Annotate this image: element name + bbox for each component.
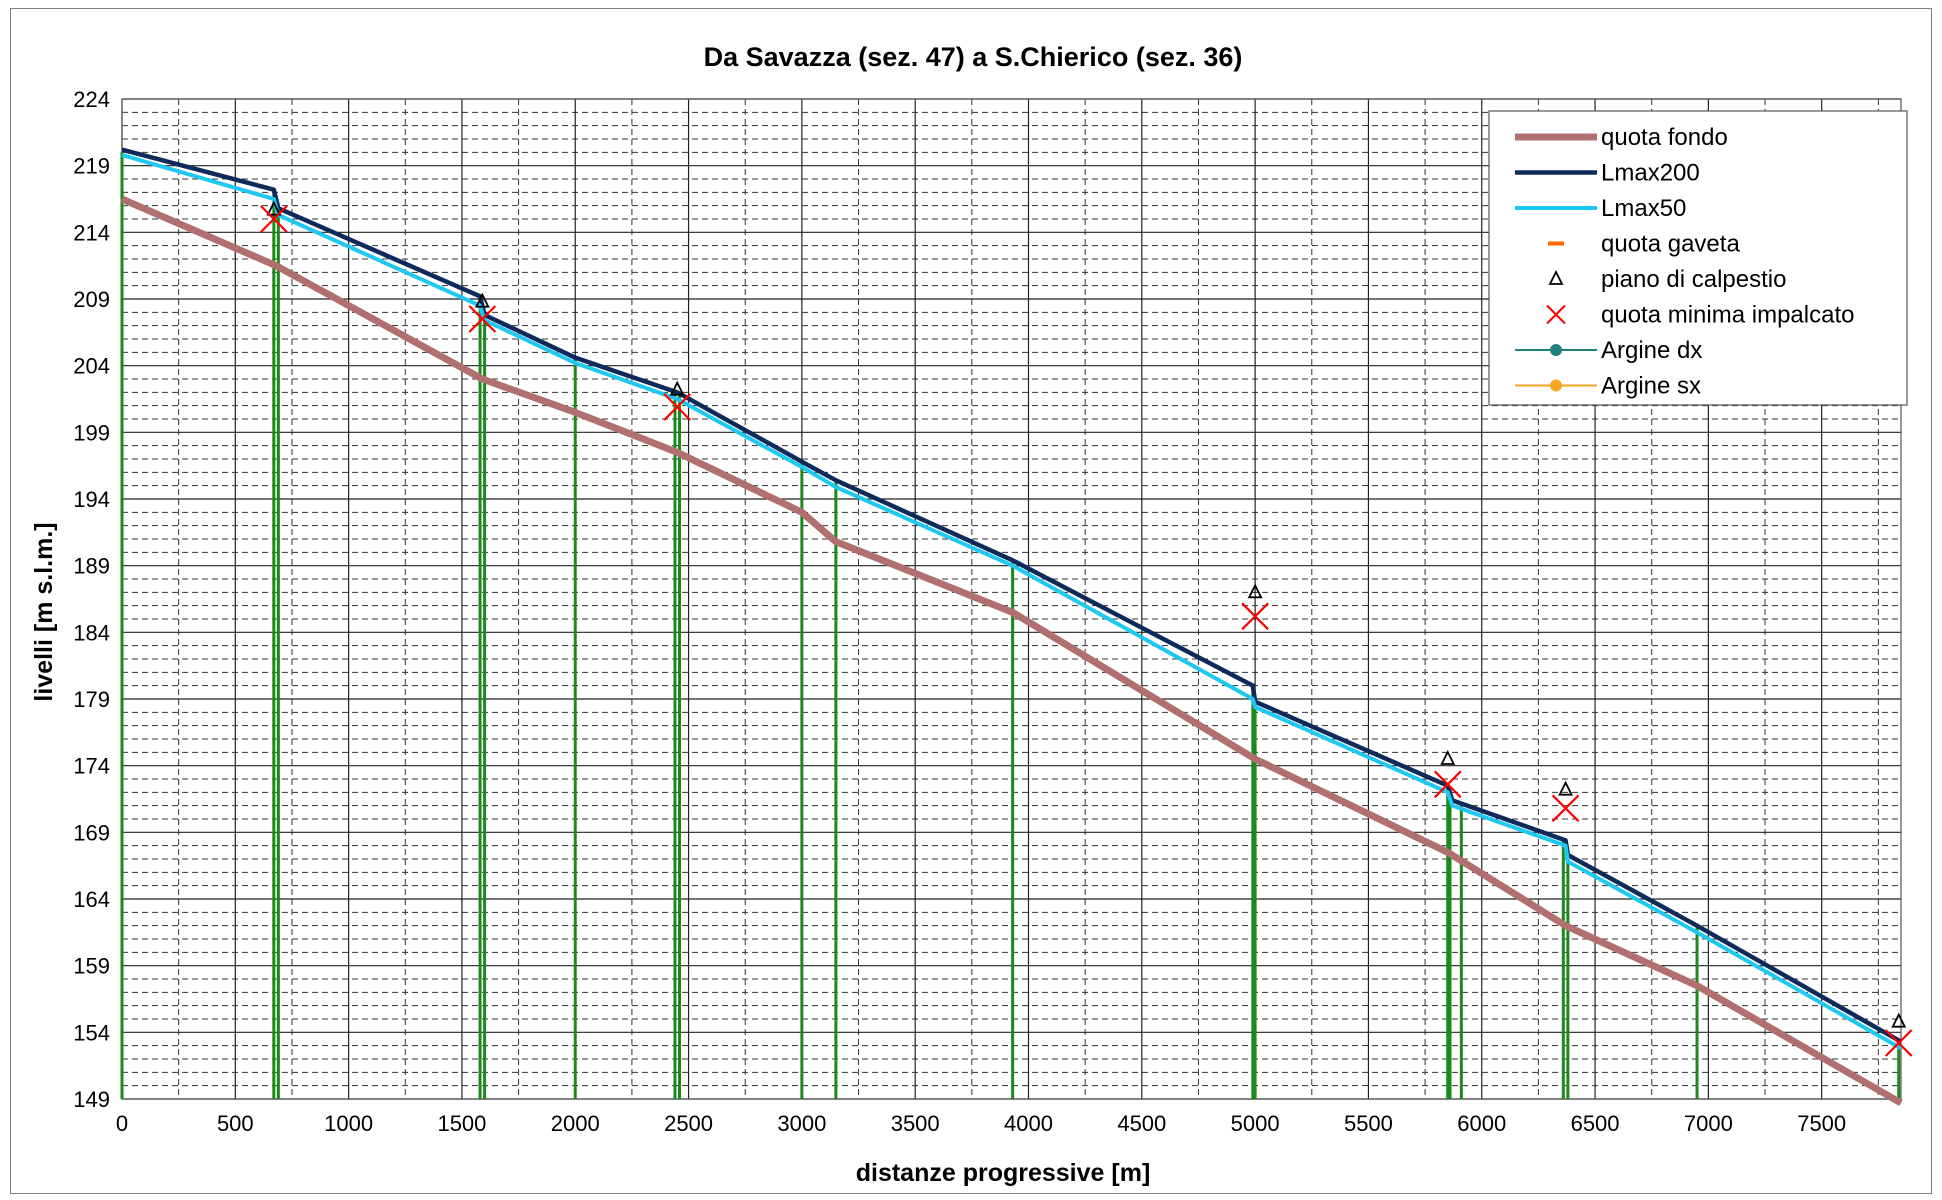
legend-label-quota-gaveta: quota gaveta (1601, 231, 1740, 258)
x-tick-label: 5000 (1231, 1111, 1280, 1136)
y-tick-label: 224 (73, 87, 110, 112)
legend-label-argine-dx: Argine dx (1601, 337, 1702, 364)
profile-chart: 0 500 1000 1500 2000 2500 3000 3500 4000 4500 5000… (30, 42, 1913, 1187)
y-tick-label: 189 (73, 554, 110, 579)
triangle-marker (266, 200, 282, 216)
y-axis-ticks: 224 219 214 209 204 199 194 189 184 179 174 169 164 1… (73, 87, 110, 1112)
legend-swatch-dot-argine-sx (1550, 379, 1562, 392)
series-group (120, 147, 1903, 1107)
chart-frame: 0 500 1000 1500 2000 2500 3000 3500 4000 4500 5000… (10, 8, 1932, 1194)
legend-label-lmax50: Lmax50 (1601, 195, 1686, 222)
legend-label-quota-fondo: quota fondo (1601, 124, 1728, 151)
x-tick-label: 1500 (437, 1111, 486, 1136)
section-lines (120, 152, 1901, 1099)
x-marker (1884, 1029, 1913, 1057)
legend: quota fondo Lmax200 Lmax50 quota gaveta pian… (1488, 110, 1908, 406)
y-tick-label: 214 (73, 220, 110, 245)
x-tick-label: 1000 (324, 1111, 373, 1136)
x-tick-label: 3000 (777, 1111, 826, 1136)
series-line-lmax200 (121, 147, 1903, 1044)
x-tick-label: 5500 (1344, 1111, 1393, 1136)
legend-label-lmax200: Lmax200 (1601, 160, 1700, 187)
series-line-lmax50 (121, 153, 1902, 1051)
triangle-marker (1247, 583, 1263, 599)
x-marker (1241, 602, 1269, 631)
x-tick-label: 7500 (1797, 1111, 1846, 1136)
y-tick-label: 164 (73, 887, 110, 912)
x-marker-stroke (1551, 794, 1580, 823)
y-tick-label: 179 (73, 687, 110, 712)
y-tick-label: 184 (73, 620, 110, 645)
legend-swatch-piano-di-calpestio (1548, 269, 1564, 285)
triangle-marker (1440, 749, 1456, 765)
y-tick-label: 199 (73, 420, 110, 445)
x-marker (260, 205, 288, 233)
y-tick-label: 169 (73, 820, 110, 845)
y-tick-label: 194 (73, 487, 110, 512)
triangle-marker (1891, 1012, 1907, 1028)
legend-box (1488, 110, 1908, 406)
legend-swatch-quota-minima-impalcato (1546, 304, 1566, 325)
x-tick-label: 500 (217, 1111, 254, 1136)
x-tick-label: 4500 (1117, 1111, 1166, 1136)
legend-label-piano-di-calpestio: piano di calpestio (1601, 266, 1786, 293)
x-marker-stroke (1884, 1029, 1913, 1057)
markers-group (260, 200, 1913, 1057)
x-tick-label: 7000 (1684, 1111, 1733, 1136)
legend-swatch-dot-argine-dx (1550, 344, 1562, 356)
x-tick-label: 6500 (1571, 1111, 1620, 1136)
x-tick-label: 0 (116, 1111, 128, 1136)
y-tick-label: 159 (73, 954, 110, 979)
x-tick-label: 4000 (1004, 1111, 1053, 1136)
x-marker-stroke (468, 305, 497, 333)
x-tick-label: 3500 (891, 1111, 940, 1136)
y-tick-label: 219 (73, 154, 110, 179)
y-tick-label: 204 (73, 354, 110, 379)
triangle-marker (669, 380, 685, 396)
legend-label-argine-sx: Argine sx (1601, 373, 1701, 400)
series-line-quota-fondo (120, 195, 1903, 1107)
x-marker-stroke (260, 205, 288, 233)
chart-title: Da Savazza (sez. 47) a S.Chierico (sez. … (704, 42, 1243, 72)
x-marker-stroke (663, 393, 692, 421)
legend-label-quota-minima-impalcato: quota minima impalcato (1601, 302, 1854, 329)
x-marker-stroke (1433, 770, 1462, 799)
x-axis-ticks: 0 500 1000 1500 2000 2500 3000 3500 4000 4500 5000… (116, 1111, 1846, 1136)
x-marker-stroke (1546, 304, 1566, 325)
x-tick-label: 6000 (1457, 1111, 1506, 1136)
y-tick-label: 154 (73, 1020, 110, 1045)
x-marker (468, 305, 497, 333)
y-tick-label: 149 (73, 1087, 110, 1112)
triangle-marker (474, 292, 490, 308)
x-marker (1551, 794, 1580, 823)
triangle-marker (1558, 780, 1574, 796)
x-marker (1433, 770, 1462, 799)
y-tick-label: 209 (73, 287, 110, 312)
x-tick-label: 2500 (664, 1111, 713, 1136)
x-axis-label: distanze progressive [m] (856, 1159, 1151, 1187)
y-axis-label: livelli [m s.l.m.] (30, 522, 58, 701)
y-tick-label: 174 (73, 754, 110, 779)
x-marker (663, 393, 692, 421)
x-marker-stroke (1241, 602, 1269, 631)
x-tick-label: 2000 (551, 1111, 600, 1136)
